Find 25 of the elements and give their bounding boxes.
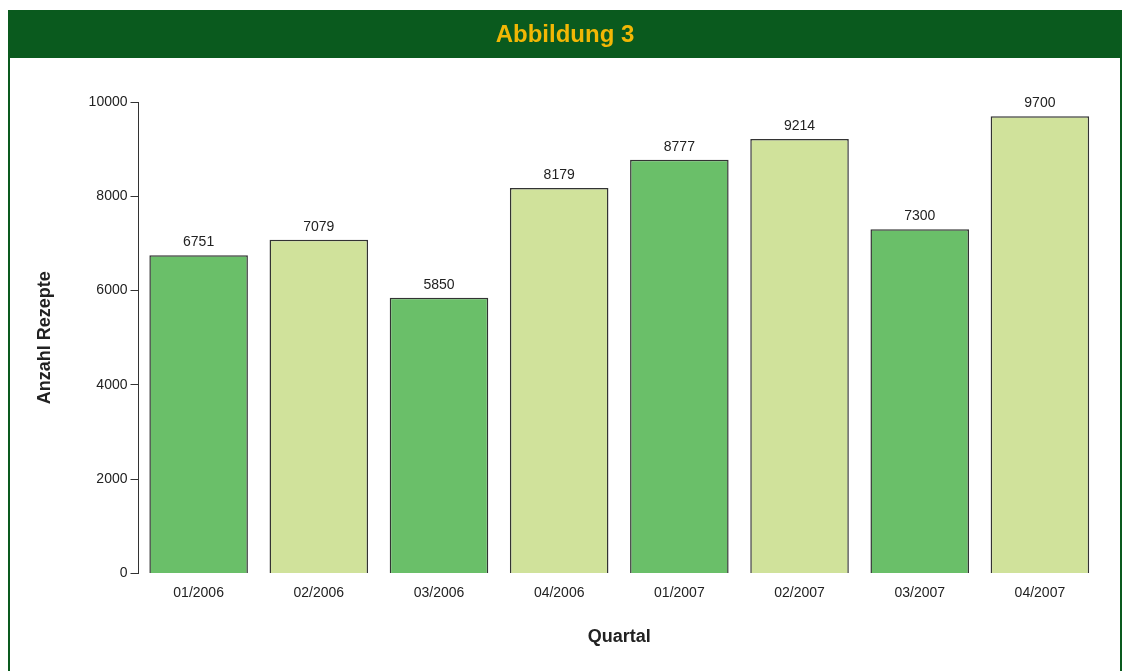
y-tick-label: 0 bbox=[119, 564, 128, 581]
data-label: 9700 bbox=[1024, 94, 1056, 111]
x-tick-label: 01/2007 bbox=[654, 583, 705, 600]
data-label: 7079 bbox=[303, 217, 335, 234]
x-tick-label: 02/2006 bbox=[293, 583, 345, 600]
y-tick-label: 2000 bbox=[96, 470, 128, 487]
x-tick-label: 03/2007 bbox=[894, 583, 946, 600]
data-label: 9214 bbox=[783, 116, 816, 133]
chart-title: Abbildung 3 bbox=[8, 10, 1122, 58]
y-tick-label: 4000 bbox=[96, 375, 128, 392]
x-tick-label: 02/2007 bbox=[774, 583, 826, 600]
x-tick-label: 04/2007 bbox=[1014, 583, 1066, 600]
y-tick-label: 8000 bbox=[96, 187, 128, 204]
y-tick-label: 6000 bbox=[96, 281, 128, 298]
x-tick-label: 03/2006 bbox=[413, 583, 465, 600]
data-label: 5850 bbox=[423, 275, 455, 292]
x-tick-label: 04/2006 bbox=[533, 583, 585, 600]
data-label: 8777 bbox=[663, 137, 696, 154]
y-axis-title: Anzahl Rezepte bbox=[33, 271, 54, 405]
x-axis-title: Quartal bbox=[587, 626, 651, 647]
y-tick-label: 10000 bbox=[88, 92, 128, 109]
data-label: 8179 bbox=[543, 165, 575, 182]
data-label: 6751 bbox=[183, 233, 215, 250]
x-tick-label: 01/2006 bbox=[173, 583, 225, 600]
data-label: 7300 bbox=[904, 207, 936, 224]
